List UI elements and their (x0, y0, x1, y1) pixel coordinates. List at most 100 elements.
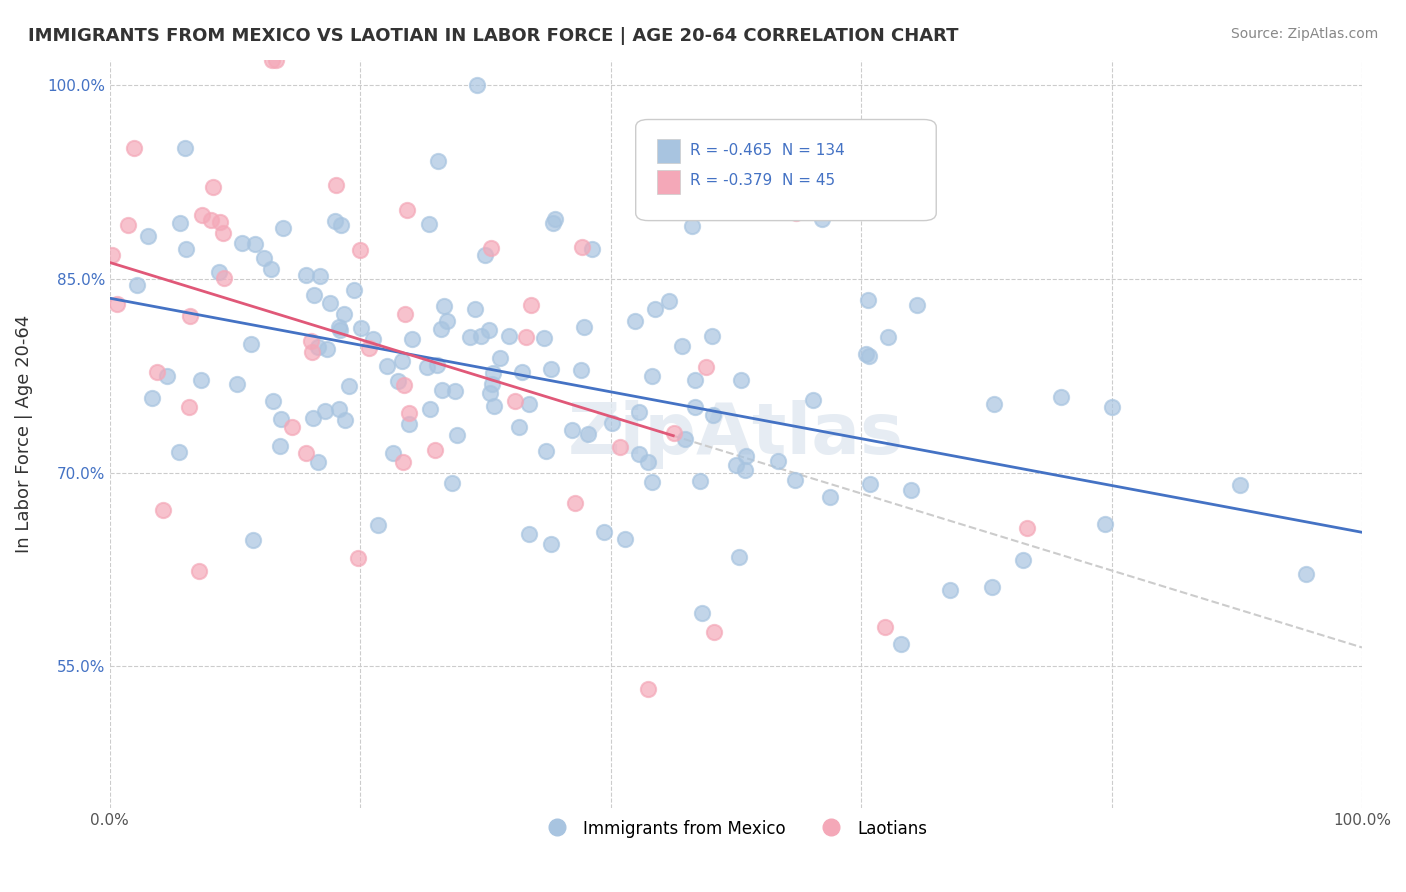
Point (534, 443, 557, 458)
Point (465, 78, 488, 93)
Point (727, 549, 749, 564)
Point (367, 518, 389, 533)
Point (689, 474, 711, 488)
Point (905, 298, 928, 312)
Point (730, 373, 752, 387)
Point (329, 323, 352, 337)
Point (332, 306, 354, 320)
Point (571, 240, 593, 254)
Point (253, 251, 276, 265)
Point (503, 394, 526, 409)
Point (138, 228, 160, 243)
Point (318, 296, 340, 310)
Point (685, 401, 707, 415)
Point (564, 496, 586, 510)
Point (301, 411, 323, 425)
Point (208, 265, 231, 279)
Point (876, 329, 898, 343)
Point (307, 340, 329, 354)
Point (427, 153, 450, 168)
Point (695, 359, 717, 374)
Point (783, 474, 806, 488)
Point (418, 217, 440, 231)
Point (1011, 553, 1033, 567)
FancyBboxPatch shape (636, 120, 936, 220)
Point (1295, 567, 1317, 582)
Point (188, 564, 211, 578)
Point (474, 248, 496, 262)
Point (208, 215, 231, 229)
Point (1094, 516, 1116, 531)
Point (391, 354, 413, 368)
Point (433, 299, 456, 313)
Point (359, 341, 381, 355)
Point (574, 319, 596, 334)
Point (174, 141, 197, 155)
Point (818, 490, 841, 504)
Point (122, 141, 145, 155)
Text: R = -0.379  N = 45: R = -0.379 N = 45 (689, 173, 835, 188)
Point (478, 386, 501, 401)
Point (401, 332, 423, 346)
Point (190, 373, 212, 387)
Point (179, 401, 201, 415)
Point (302, 288, 325, 302)
Point (1101, 400, 1123, 414)
Point (202, 180, 225, 194)
Point (479, 241, 502, 255)
Point (766, 454, 789, 468)
Point (242, 533, 264, 548)
Point (152, 503, 174, 517)
Point (576, 427, 599, 442)
Point (333, 413, 356, 427)
Point (361, 332, 384, 346)
Point (627, 405, 650, 419)
Point (600, 416, 623, 430)
Point (561, 423, 583, 437)
Point (641, 369, 664, 384)
Point (446, 427, 468, 442)
Point (658, 294, 681, 309)
Point (543, 216, 565, 230)
Point (440, 476, 463, 491)
Point (520, 297, 543, 311)
Point (1017, 521, 1039, 535)
Point (141, 391, 163, 405)
Point (398, 406, 420, 420)
Point (269, 439, 291, 453)
Point (231, 235, 253, 250)
Point (641, 475, 664, 489)
Point (801, 392, 824, 407)
Point (614, 533, 637, 547)
Point (593, 525, 616, 540)
Point (734, 463, 756, 477)
Point (392, 377, 415, 392)
Point (890, 637, 912, 651)
Point (337, 378, 360, 392)
Point (673, 432, 696, 446)
Point (510, 365, 533, 379)
Text: Source: ZipAtlas.com: Source: ZipAtlas.com (1230, 27, 1378, 41)
Point (101, 248, 124, 262)
Point (482, 399, 505, 413)
Point (146, 365, 169, 379)
Point (415, 359, 437, 374)
Point (245, 237, 267, 252)
Text: R = -0.465  N = 134: R = -0.465 N = 134 (689, 144, 844, 159)
Point (264, 53, 287, 67)
Point (342, 283, 364, 297)
Point (426, 358, 449, 372)
Point (419, 401, 441, 416)
Point (443, 384, 465, 399)
Point (581, 242, 603, 256)
Point (350, 320, 373, 334)
Point (856, 293, 879, 307)
Point (540, 537, 562, 551)
Point (734, 449, 756, 463)
Point (117, 219, 139, 233)
Point (624, 313, 647, 327)
Point (200, 213, 222, 227)
Point (423, 442, 446, 457)
Point (482, 366, 505, 380)
Point (211, 226, 233, 240)
